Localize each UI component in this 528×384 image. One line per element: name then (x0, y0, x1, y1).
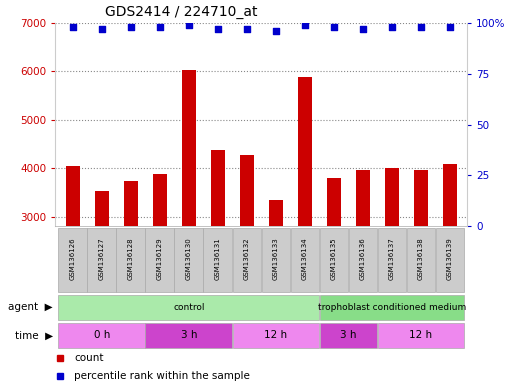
Text: GSM136127: GSM136127 (99, 237, 105, 280)
Point (329, 24, 338, 30)
Point (98, 26, 106, 32)
Bar (182, 70, 196, 362)
Text: GSM136126: GSM136126 (70, 237, 76, 280)
Text: GSM136135: GSM136135 (331, 237, 337, 280)
Point (300, 22, 309, 28)
Point (417, 24, 425, 30)
Bar (146, 228, 174, 292)
Bar (319, 228, 347, 292)
Text: GSM136138: GSM136138 (418, 237, 424, 280)
Text: 3 h: 3 h (181, 330, 197, 341)
Text: GSM136139: GSM136139 (447, 237, 453, 280)
Text: GSM136136: GSM136136 (360, 237, 366, 280)
Bar (261, 228, 290, 292)
Text: GSM136134: GSM136134 (302, 237, 308, 280)
Bar (211, 150, 225, 362)
Text: GSM136131: GSM136131 (215, 237, 221, 280)
Point (243, 26, 251, 32)
Text: 3 h: 3 h (340, 330, 356, 341)
Bar (319, 295, 464, 320)
Bar (146, 323, 232, 348)
Bar (384, 168, 399, 362)
Bar (59, 323, 145, 348)
Point (127, 24, 135, 30)
Bar (407, 228, 435, 292)
Bar (269, 200, 283, 362)
Text: GSM136128: GSM136128 (128, 237, 134, 280)
Point (271, 28, 280, 34)
Text: control: control (173, 303, 205, 312)
Bar (117, 228, 145, 292)
Point (156, 24, 164, 30)
Point (185, 22, 193, 28)
Bar (153, 174, 167, 362)
Bar (65, 166, 80, 362)
Text: count: count (74, 353, 103, 362)
Bar (95, 191, 109, 362)
Bar (413, 170, 428, 362)
Text: agent  ▶: agent ▶ (8, 302, 53, 313)
Bar (378, 228, 406, 292)
Point (388, 24, 396, 30)
Text: GSM136133: GSM136133 (273, 237, 279, 280)
Bar (442, 164, 457, 362)
Bar (290, 228, 318, 292)
Text: 12 h: 12 h (265, 330, 287, 341)
Text: percentile rank within the sample: percentile rank within the sample (74, 371, 250, 381)
Point (359, 26, 367, 32)
Bar (232, 228, 261, 292)
Point (214, 26, 222, 32)
Bar (59, 228, 87, 292)
Bar (298, 77, 312, 362)
Text: GDS2414 / 224710_at: GDS2414 / 224710_at (105, 5, 257, 19)
Bar (327, 178, 341, 362)
Bar (319, 323, 377, 348)
Bar (124, 181, 138, 362)
Bar (378, 323, 464, 348)
Bar (436, 228, 464, 292)
Text: time  ▶: time ▶ (15, 330, 53, 341)
Point (69, 24, 77, 30)
Text: GSM136130: GSM136130 (186, 237, 192, 280)
Bar (59, 295, 319, 320)
Bar (356, 170, 370, 362)
Bar (174, 228, 203, 292)
Bar (88, 228, 116, 292)
Text: trophoblast conditioned medium: trophoblast conditioned medium (318, 303, 466, 312)
Text: GSM136137: GSM136137 (389, 237, 395, 280)
Text: 0 h: 0 h (93, 330, 110, 341)
Text: GSM136132: GSM136132 (244, 237, 250, 280)
Point (446, 24, 454, 30)
Bar (203, 228, 232, 292)
Bar (240, 155, 254, 362)
Bar (232, 323, 319, 348)
Text: GSM136129: GSM136129 (157, 237, 163, 280)
Text: 12 h: 12 h (409, 330, 432, 341)
Bar (348, 228, 376, 292)
